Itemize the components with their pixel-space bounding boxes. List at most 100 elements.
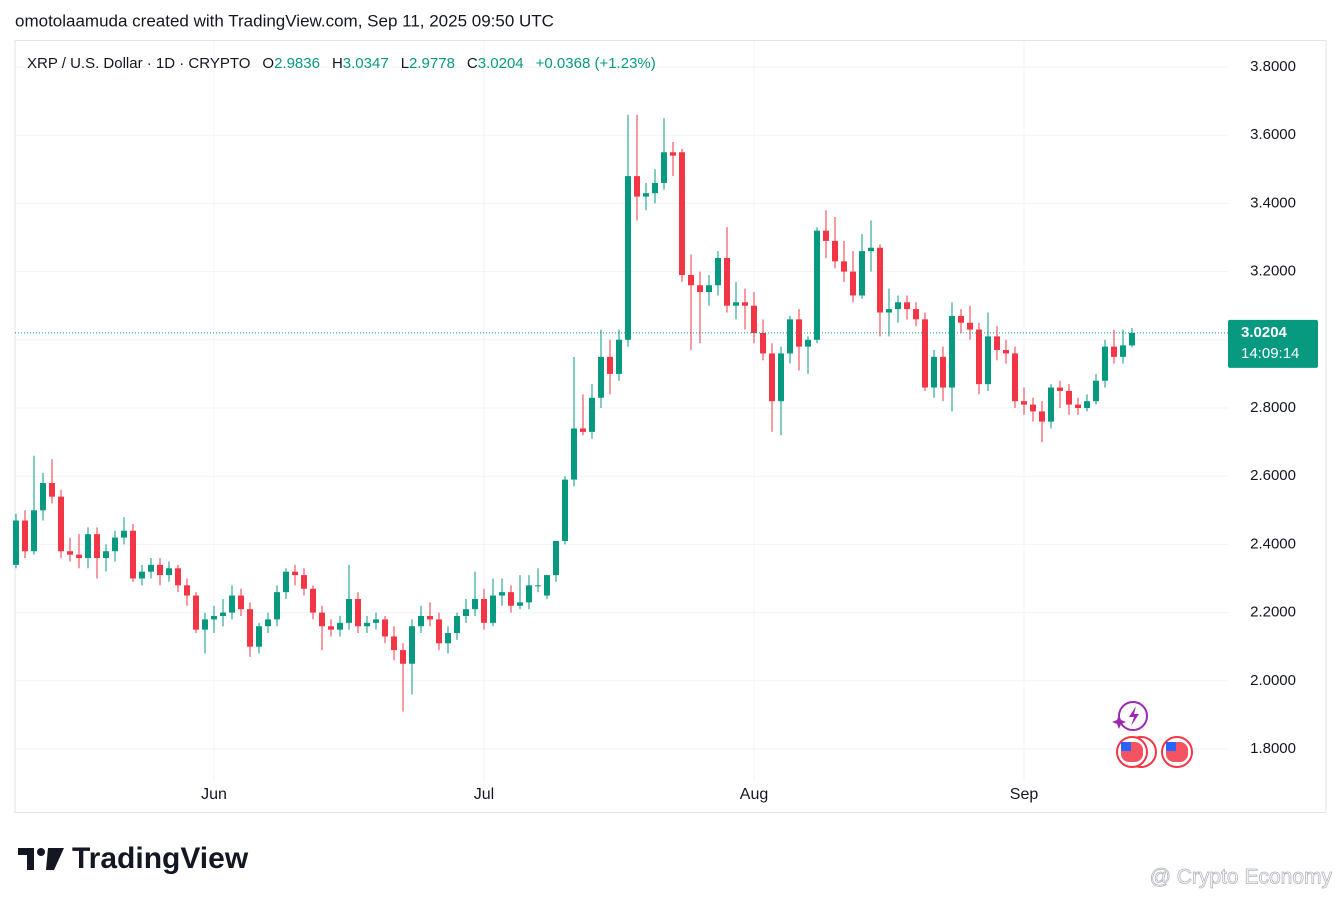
legend-value: 3.0347: [343, 55, 389, 72]
price-label-box: [1228, 319, 1318, 368]
watermark: @ Crypto Economy: [1150, 866, 1333, 889]
candle-body: [355, 598, 361, 627]
y-tick-label: 2.4000: [1250, 535, 1296, 552]
candle-body: [652, 182, 658, 194]
candle-body: [634, 176, 640, 197]
candle-body: [922, 319, 928, 388]
candle-body: [787, 319, 793, 354]
candle-body: [490, 595, 496, 623]
y-tick-label: 3.6000: [1250, 126, 1296, 143]
icon: [1112, 715, 1126, 729]
candle-body: [319, 612, 325, 627]
candle-body: [76, 554, 82, 559]
candle-body: [220, 612, 226, 617]
y-tick-label: 3.4000: [1250, 194, 1296, 211]
candle-body: [751, 305, 757, 333]
candle-body: [607, 356, 613, 374]
candle-body: [1039, 411, 1045, 422]
candle-body: [1129, 332, 1135, 346]
candle-body: [274, 592, 280, 620]
candle-body: [40, 483, 46, 511]
y-tick-label: 2.6000: [1250, 467, 1296, 484]
last-price-label: 3.0204: [1241, 324, 1288, 341]
candle-body: [913, 309, 919, 320]
x-tick-label: Jul: [474, 786, 494, 803]
icon: [1166, 742, 1176, 751]
candle-body: [517, 602, 523, 606]
candle-body: [814, 230, 820, 340]
candle-body: [1084, 401, 1090, 408]
candle-body: [598, 356, 604, 398]
legend-key: H: [332, 55, 343, 72]
y-tick-label: 3.8000: [1250, 58, 1296, 75]
candle-body: [256, 626, 262, 647]
candle-body: [958, 315, 964, 323]
candle-body: [886, 309, 892, 313]
candle-body: [1057, 387, 1063, 391]
legend-change: +0.0368 (+1.23%): [536, 55, 656, 72]
candle-body: [472, 598, 478, 610]
candle-body: [499, 592, 505, 596]
logo-mark: [18, 848, 34, 870]
candle-body: [823, 230, 829, 241]
candle-body: [49, 483, 55, 497]
candle-body: [976, 329, 982, 385]
candle-body: [571, 428, 577, 480]
candle-body: [949, 315, 955, 388]
candle-body: [211, 616, 217, 620]
candle-body: [967, 322, 973, 330]
candle-body: [670, 152, 676, 156]
candle-body: [625, 176, 631, 340]
candle-body: [436, 619, 442, 644]
candle-body: [661, 152, 667, 183]
legend-key: C: [467, 55, 478, 72]
candle-body: [22, 520, 28, 552]
brand-name: TradingView: [72, 842, 249, 875]
candle-body: [481, 598, 487, 623]
candle-body: [616, 339, 622, 374]
x-tick-label: Jun: [201, 786, 227, 803]
candle-body: [679, 152, 685, 276]
logo-mark: [37, 848, 45, 856]
candle-body: [832, 240, 838, 262]
candle-body: [130, 530, 136, 579]
candle-body: [292, 571, 298, 576]
candle-body: [985, 336, 991, 385]
candle-body: [526, 585, 532, 603]
candle-body: [1012, 353, 1018, 402]
candle-body: [589, 397, 595, 432]
x-tick-label: Sep: [1010, 786, 1039, 803]
candle-body: [760, 332, 766, 354]
candle-body: [13, 520, 19, 565]
candle-body: [202, 619, 208, 630]
candle-body: [643, 193, 649, 197]
candle-body: [409, 626, 415, 664]
event-icons: [1112, 701, 1193, 768]
candle-body: [337, 622, 343, 630]
candle-body: [238, 595, 244, 610]
icon: [1121, 742, 1131, 751]
candle-body: [463, 609, 469, 617]
candle-body: [724, 257, 730, 306]
candle-body: [778, 353, 784, 402]
candle-body: [193, 595, 199, 630]
candle-body: [166, 568, 172, 576]
candle-body: [841, 261, 847, 272]
candle-body: [1021, 401, 1027, 405]
candle-body: [454, 616, 460, 634]
candle-body: [931, 356, 937, 388]
candle-body: [283, 571, 289, 593]
candle-body: [877, 247, 883, 313]
candle-body: [229, 595, 235, 613]
candle-body: [706, 285, 712, 293]
candle-body: [391, 636, 397, 651]
candle-body: [805, 339, 811, 347]
legend: XRP / U.S. Dollar · 1D · CRYPTO O 2.9836 H…: [27, 55, 656, 72]
candle-body: [994, 336, 1000, 351]
candle-body: [247, 609, 253, 647]
candle-body: [373, 619, 379, 623]
candle-body: [121, 530, 127, 538]
candle-body: [157, 564, 163, 576]
candle-body: [895, 302, 901, 310]
candle-body: [400, 650, 406, 664]
